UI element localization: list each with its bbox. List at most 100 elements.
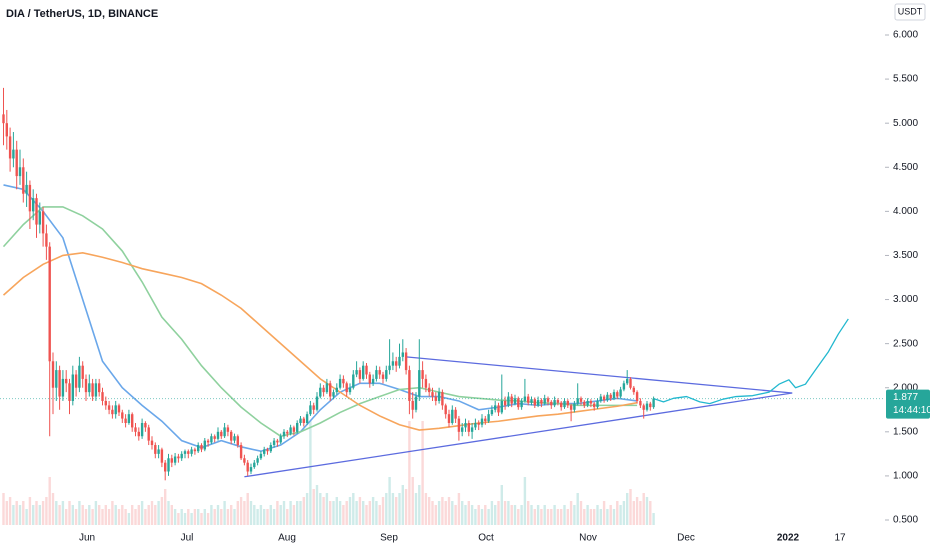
candle-body [312, 405, 315, 410]
candle-body [563, 400, 566, 408]
candle-body [84, 378, 88, 393]
volume-bar [170, 505, 173, 525]
candle-body [457, 418, 461, 432]
volume-bar [150, 501, 154, 525]
volume-bar [282, 501, 286, 525]
volume-bar [365, 505, 368, 525]
candle-body [358, 370, 362, 379]
volume-bar [408, 421, 411, 525]
candle-body [596, 400, 599, 408]
currency-box[interactable] [894, 3, 926, 21]
volume-bar [253, 505, 256, 525]
candle-body [111, 409, 114, 415]
candle-body [65, 378, 68, 384]
volume-bar [51, 493, 55, 525]
volume-bar [5, 501, 8, 525]
volume-bar [649, 501, 652, 525]
candle-body [170, 458, 173, 463]
volume-bar [203, 509, 206, 525]
volume-bar [461, 501, 464, 525]
volume-bar [342, 505, 345, 525]
volume-bar [345, 501, 348, 525]
candle-body [626, 378, 629, 384]
candle-body [78, 365, 81, 388]
candle-body [279, 436, 282, 443]
candle-body [213, 436, 216, 439]
candle-body [517, 398, 520, 408]
candle-body [523, 396, 527, 401]
candle-body [556, 400, 560, 403]
volume-bar [226, 509, 230, 525]
volume-bar [61, 501, 65, 525]
volume-bar [444, 501, 447, 525]
volume-bar [566, 509, 569, 525]
candle-body [173, 456, 177, 463]
candle-body [589, 400, 593, 404]
volume-bar [22, 501, 25, 525]
x-tick-label: Sep [380, 533, 398, 544]
x-tick-label: 2022 [777, 533, 800, 544]
volume-bar [645, 497, 649, 525]
candle-body [470, 427, 474, 432]
volume-bar [315, 485, 319, 525]
candle-body [197, 445, 200, 452]
candle-body [602, 396, 606, 401]
trendline [244, 392, 793, 478]
candle-body [566, 400, 569, 406]
candle-body [573, 403, 576, 410]
volume-bar [338, 501, 342, 525]
volume-bar [480, 509, 484, 525]
volume-bar [602, 501, 606, 525]
currency[interactable]: USDT [898, 6, 923, 16]
candle-body [41, 211, 45, 234]
volume-bar [35, 501, 38, 525]
y-tick-label: 4.000 [893, 206, 918, 217]
candle-body [164, 462, 167, 472]
volume-bar [454, 505, 457, 525]
candle-body [200, 445, 203, 450]
candle-body [147, 427, 150, 441]
candle-body [51, 361, 55, 388]
volume-bar [140, 501, 144, 525]
volume-bar [2, 493, 5, 525]
volume-bar [329, 501, 332, 525]
candle-body [18, 167, 22, 177]
candle-body [263, 449, 266, 454]
y-tick-label: 0.500 [893, 515, 918, 526]
volume-bar [12, 505, 15, 525]
y-tick-label: 3.000 [893, 294, 918, 305]
candle-body [332, 392, 335, 397]
volume-bar [401, 485, 404, 525]
candle-body [233, 436, 236, 441]
candle-body [210, 436, 213, 443]
candle-body [243, 458, 246, 463]
volume-bar [391, 493, 395, 525]
candle-body [223, 427, 226, 437]
candle-body [98, 383, 101, 393]
candle-body [286, 431, 289, 434]
candle-body [220, 431, 223, 437]
volume-bar [576, 493, 579, 525]
volume-bar [279, 505, 282, 525]
candle-body [299, 418, 302, 423]
volume-bar [322, 497, 325, 525]
volume-bar [487, 509, 490, 525]
volume-bar [609, 505, 612, 525]
candle-body [272, 440, 276, 446]
volume-bar [272, 509, 276, 525]
volume-bar [573, 505, 576, 525]
volume-bar [520, 505, 523, 525]
volume-bar [117, 509, 121, 525]
volume-bar [428, 497, 431, 525]
candle-body [22, 167, 25, 194]
volume-bar [259, 505, 263, 525]
candle-body [404, 352, 408, 371]
volume-bar [286, 509, 289, 525]
candle-body [543, 398, 546, 404]
candle-body [411, 400, 414, 410]
volume-bar [616, 501, 619, 525]
candle-body [480, 418, 484, 425]
candle-body [381, 374, 385, 379]
volume-bar [197, 509, 200, 525]
candle-body [216, 431, 220, 439]
